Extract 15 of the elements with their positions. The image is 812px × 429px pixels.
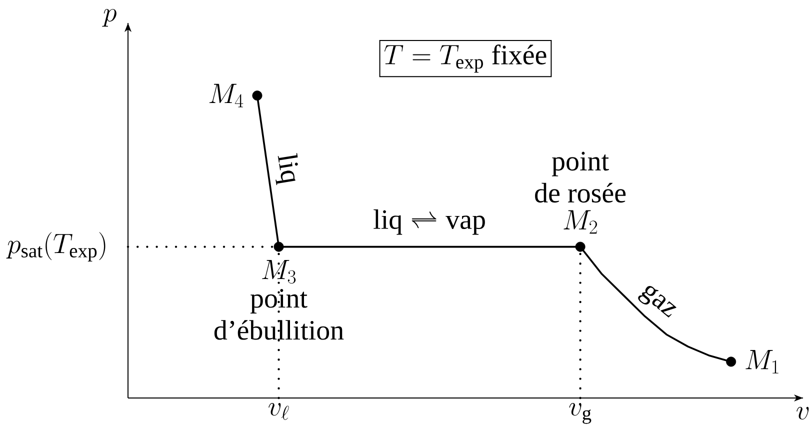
- x-tick-label: $v_{\mathrm{g}}$: [569, 403, 592, 424]
- text: $v$: [796, 406, 809, 420]
- chart-title: $T = T_{\mathrm{exp}}\ \mbox{fixée}$: [384, 44, 546, 73]
- annotation: $\mbox{liq} \rightleftharpoons \mbox{vap}$: [374, 209, 485, 235]
- annotation: point de rosée: [535, 152, 626, 203]
- annotation: $M_2$: [564, 210, 597, 234]
- annotation: liq: [276, 152, 298, 186]
- ref-line-label: $p_{\mathrm{sat}}(T_{\mathrm{exp}})$: [6, 232, 106, 262]
- annotation: $M_3$: [262, 260, 296, 284]
- text: $p$: [102, 8, 116, 27]
- annotation: gaz: [638, 286, 676, 318]
- annotation: $M_4$: [209, 84, 244, 108]
- x-tick-label: $v_{\ell}$: [268, 403, 289, 420]
- text: $M_1$: [746, 350, 778, 374]
- annotation: point d’ébullition: [214, 288, 344, 340]
